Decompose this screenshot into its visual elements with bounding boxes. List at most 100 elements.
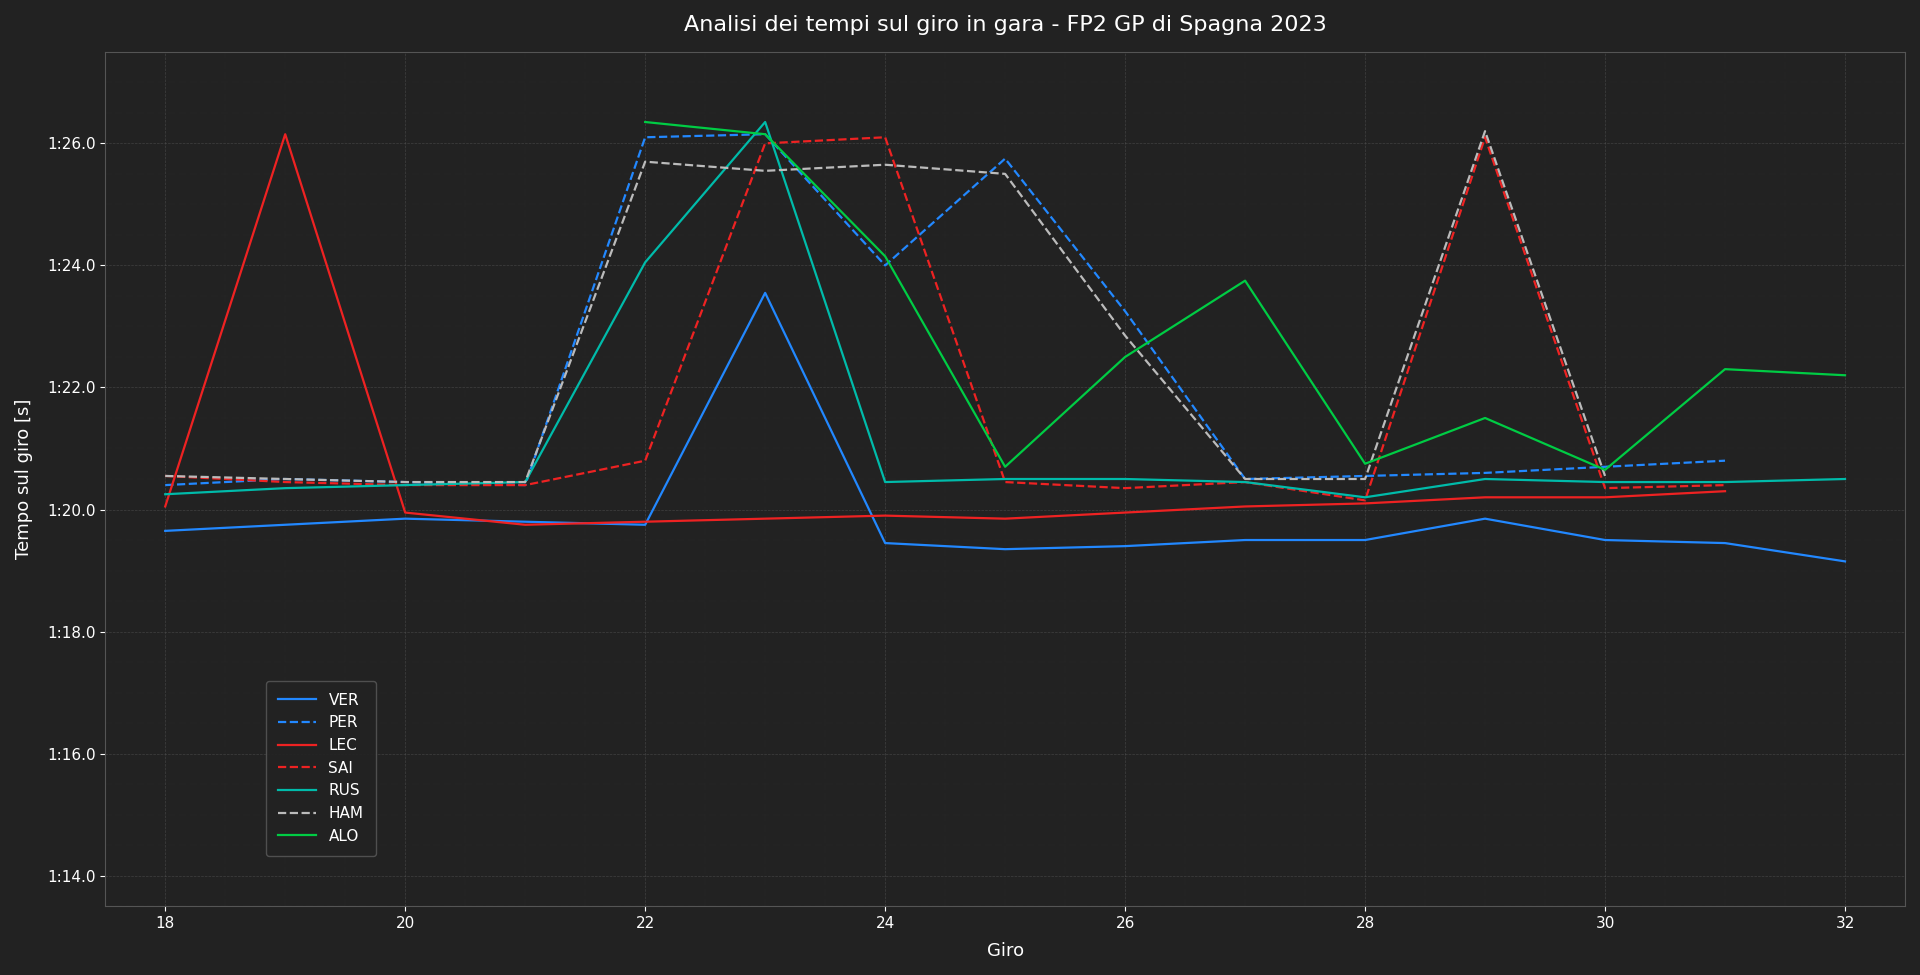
PER <box>1233 473 1256 485</box>
PER <box>394 476 417 488</box>
PER <box>154 480 177 491</box>
RUS <box>394 480 417 491</box>
RUS <box>1473 473 1496 485</box>
SAI <box>1594 483 1617 494</box>
VER <box>275 519 298 530</box>
LEC <box>1233 500 1256 512</box>
Line: HAM: HAM <box>165 132 1605 482</box>
HAM <box>993 168 1016 179</box>
HAM <box>1114 330 1137 341</box>
X-axis label: Giro: Giro <box>987 942 1023 960</box>
RUS <box>634 256 657 268</box>
VER <box>1713 537 1736 549</box>
Line: RUS: RUS <box>165 122 1845 497</box>
Title: Analisi dei tempi sul giro in gara - FP2 GP di Spagna 2023: Analisi dei tempi sul giro in gara - FP2… <box>684 15 1327 35</box>
VER <box>1834 556 1857 567</box>
RUS <box>874 476 897 488</box>
ALO <box>1713 364 1736 375</box>
ALO <box>1594 464 1617 476</box>
ALO <box>993 461 1016 473</box>
VER <box>874 537 897 549</box>
HAM <box>1594 470 1617 482</box>
HAM <box>275 473 298 485</box>
HAM <box>634 156 657 168</box>
SAI <box>1713 480 1736 491</box>
VER <box>1114 540 1137 552</box>
HAM <box>1233 473 1256 485</box>
VER <box>993 543 1016 555</box>
PER <box>275 473 298 485</box>
LEC <box>394 507 417 519</box>
HAM <box>394 476 417 488</box>
Legend: VER, PER, LEC, SAI, RUS, HAM, ALO: VER, PER, LEC, SAI, RUS, HAM, ALO <box>265 681 376 856</box>
ALO <box>1834 370 1857 381</box>
VER <box>1594 534 1617 546</box>
LEC <box>154 500 177 512</box>
SAI <box>515 480 538 491</box>
RUS <box>1114 473 1137 485</box>
SAI <box>755 137 778 149</box>
PER <box>755 129 778 140</box>
ALO <box>1473 412 1496 424</box>
Line: VER: VER <box>165 292 1845 562</box>
Line: LEC: LEC <box>165 135 1724 525</box>
PER <box>1473 467 1496 479</box>
SAI <box>275 476 298 488</box>
PER <box>874 259 897 271</box>
ALO <box>634 116 657 128</box>
RUS <box>1233 476 1256 488</box>
VER <box>634 519 657 530</box>
HAM <box>755 165 778 176</box>
RUS <box>1713 476 1736 488</box>
SAI <box>1114 483 1137 494</box>
RUS <box>993 473 1016 485</box>
Line: ALO: ALO <box>645 122 1845 470</box>
LEC <box>755 513 778 525</box>
Line: PER: PER <box>165 135 1724 486</box>
LEC <box>1594 491 1617 503</box>
VER <box>515 516 538 527</box>
HAM <box>154 470 177 482</box>
LEC <box>515 519 538 530</box>
SAI <box>394 480 417 491</box>
ALO <box>874 251 897 262</box>
LEC <box>634 516 657 527</box>
Y-axis label: Tempo sul giro [s]: Tempo sul giro [s] <box>15 399 33 560</box>
RUS <box>755 116 778 128</box>
PER <box>634 132 657 143</box>
HAM <box>1354 473 1377 485</box>
SAI <box>1473 132 1496 143</box>
LEC <box>1354 497 1377 509</box>
SAI <box>1233 476 1256 488</box>
PER <box>1713 455 1736 467</box>
RUS <box>1354 491 1377 503</box>
LEC <box>874 510 897 522</box>
SAI <box>874 132 897 143</box>
LEC <box>1114 507 1137 519</box>
VER <box>1233 534 1256 546</box>
RUS <box>1594 476 1617 488</box>
Line: SAI: SAI <box>165 137 1724 500</box>
SAI <box>154 470 177 482</box>
HAM <box>874 159 897 171</box>
VER <box>1473 513 1496 525</box>
VER <box>154 525 177 536</box>
ALO <box>755 129 778 140</box>
LEC <box>1473 491 1496 503</box>
RUS <box>1834 473 1857 485</box>
PER <box>1354 470 1377 482</box>
HAM <box>1473 126 1496 137</box>
ALO <box>1233 275 1256 287</box>
RUS <box>515 476 538 488</box>
SAI <box>993 476 1016 488</box>
HAM <box>515 476 538 488</box>
RUS <box>275 483 298 494</box>
RUS <box>154 488 177 500</box>
PER <box>515 480 538 491</box>
VER <box>1354 534 1377 546</box>
PER <box>1114 305 1137 317</box>
ALO <box>1114 351 1137 363</box>
LEC <box>993 513 1016 525</box>
PER <box>993 153 1016 165</box>
PER <box>1594 461 1617 473</box>
